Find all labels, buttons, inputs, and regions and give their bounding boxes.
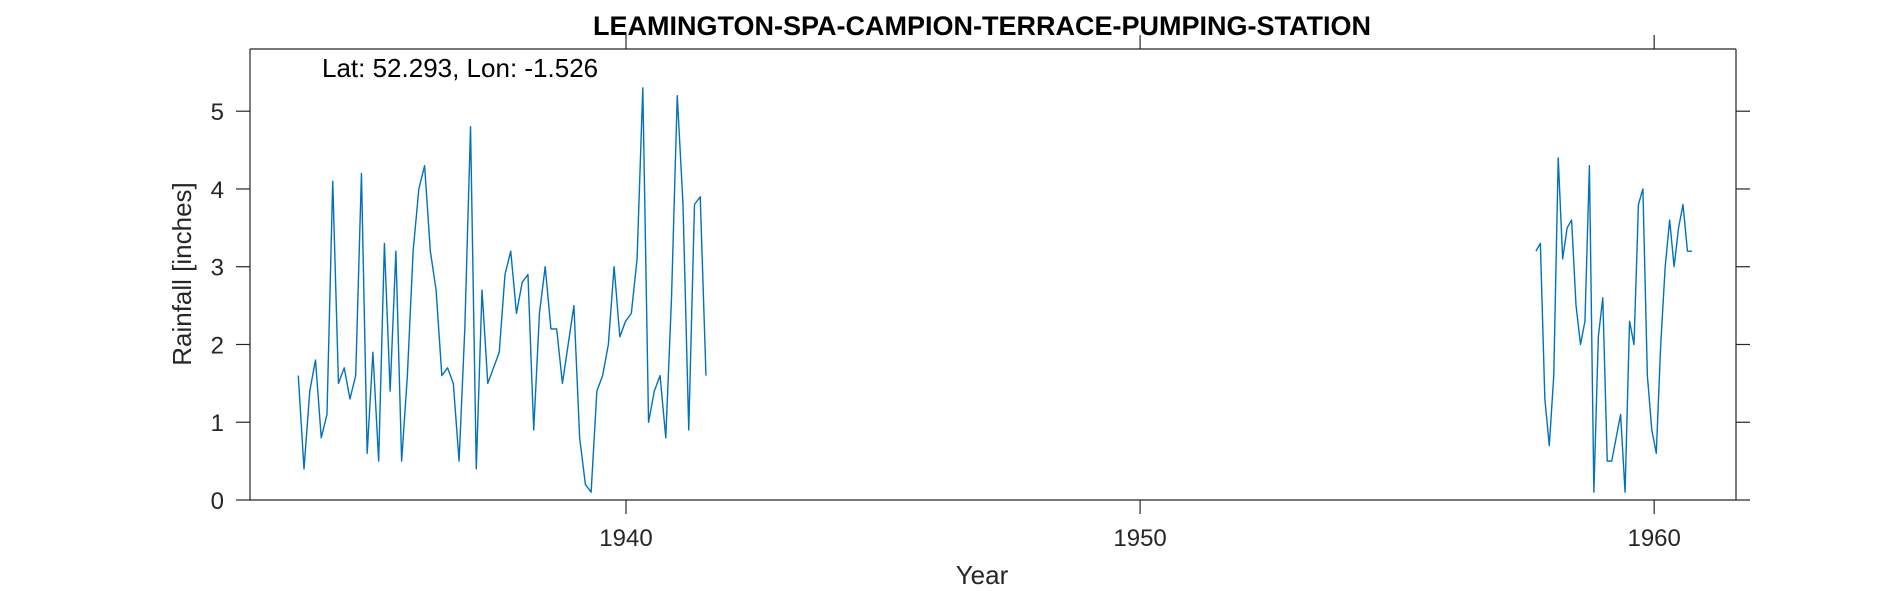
y-tick-label: 1 [211,410,224,437]
rainfall-line-segment [297,87,707,493]
y-axis-label: Rainfall [inches] [167,182,197,366]
plot-area [250,49,1736,500]
y-axis: 0 1 2 3 4 5 [211,49,1750,515]
y-tick-label: 4 [211,177,224,204]
x-axis: 1940 1950 1960 [250,35,1736,552]
rainfall-line-segment [1535,157,1692,493]
location-annotation: Lat: 52.293, Lon: -1.526 [322,53,598,83]
x-axis-label: Year [956,560,1009,590]
y-tick-label: 0 [211,488,224,515]
y-tick-label: 5 [211,99,224,126]
x-tick-label: 1950 [1113,525,1166,552]
data-series [297,87,1692,493]
chart-title: LEAMINGTON-SPA-CAMPION-TERRACE-PUMPING-S… [593,11,1371,41]
x-tick-label: 1940 [599,525,652,552]
y-tick-label: 2 [211,332,224,359]
y-tick-label: 3 [211,255,224,282]
x-tick-label: 1960 [1627,525,1680,552]
